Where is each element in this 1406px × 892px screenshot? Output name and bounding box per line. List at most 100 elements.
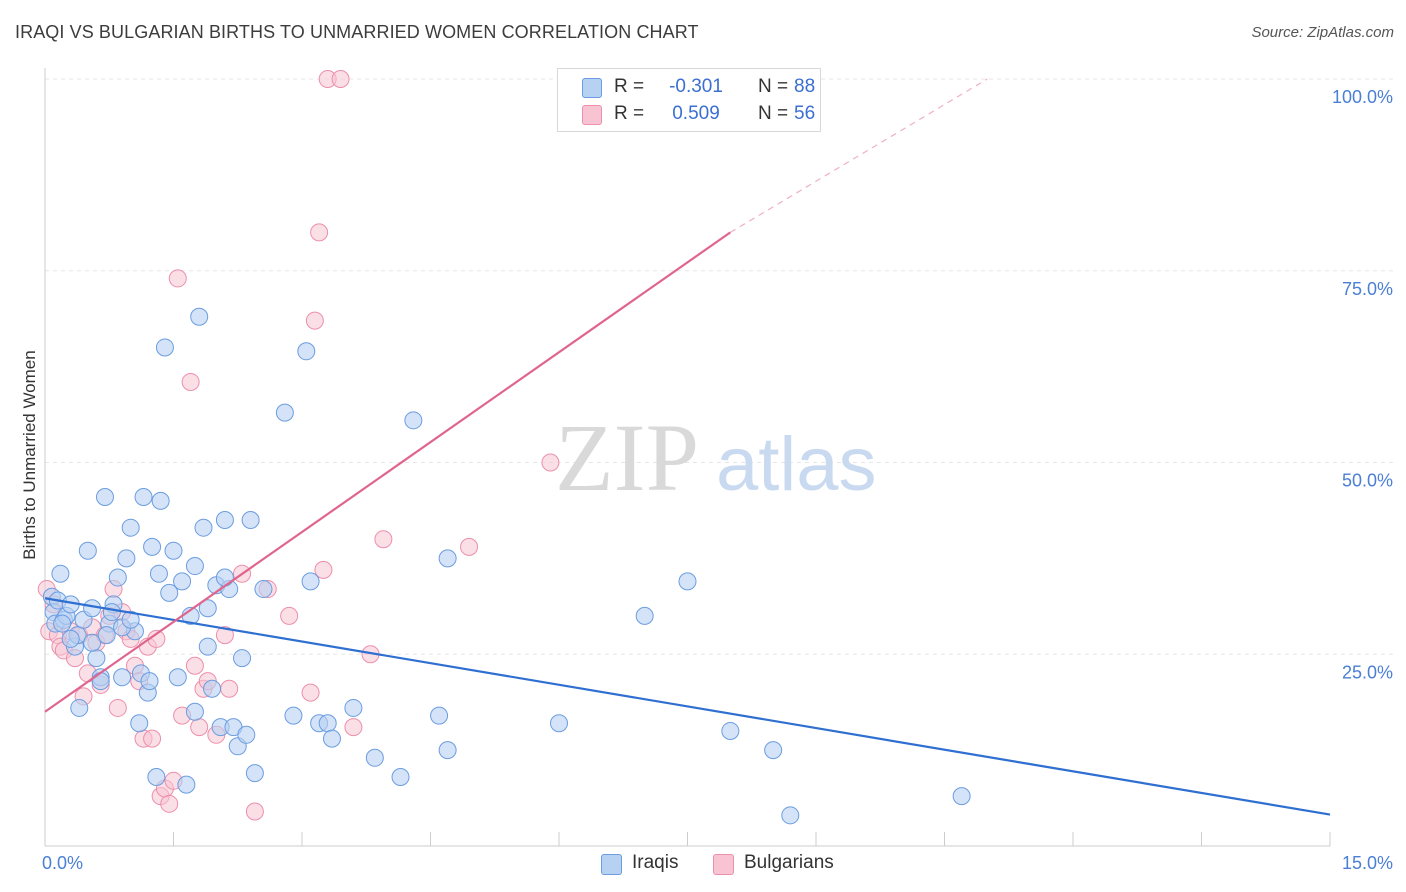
iraqi-point xyxy=(764,741,783,760)
bulgarian-point xyxy=(220,679,239,698)
iraqi-point xyxy=(241,511,260,530)
iraqi-point xyxy=(87,649,106,668)
bulgarian-point xyxy=(160,794,179,813)
iraqi-point xyxy=(61,629,80,648)
iraqi-trend-line xyxy=(44,597,1331,816)
iraqi-point xyxy=(147,767,166,786)
iraqi-point xyxy=(168,668,187,687)
iraqi-point xyxy=(721,721,740,740)
iraqi-point xyxy=(149,564,168,583)
bulgarian-swatch xyxy=(582,105,602,125)
y-tick-label: 25.0% xyxy=(1342,662,1393,682)
bulgarian-points xyxy=(37,70,560,821)
iraqi-point xyxy=(301,572,320,591)
iraqi-point xyxy=(203,679,222,698)
iraqi-point xyxy=(438,549,457,568)
bulgarian-point xyxy=(190,718,209,737)
iraqi-point xyxy=(151,491,170,510)
r-value: -0.301 xyxy=(669,76,723,97)
iraqi-point xyxy=(155,338,174,357)
y-tick-label: 75.0% xyxy=(1342,279,1393,299)
stats-legend: R = -0.301 N = 88 R = 0.509 N = 56 xyxy=(557,68,821,132)
iraqi-point xyxy=(245,764,264,783)
iraqi-point xyxy=(438,741,457,760)
iraqi-point xyxy=(121,610,140,629)
iraqi-point xyxy=(121,518,140,537)
iraqi-point xyxy=(95,488,114,507)
y-tick-label: 100.0% xyxy=(1332,87,1393,107)
iraqi-point xyxy=(97,626,116,645)
iraqi-point xyxy=(113,668,132,687)
iraqi-point xyxy=(678,572,697,591)
axes xyxy=(44,68,1331,847)
iraqi-point xyxy=(322,729,341,748)
iraqi-point xyxy=(143,537,162,556)
iraqi-point xyxy=(344,698,363,717)
iraqi-point xyxy=(404,411,423,430)
source-credit: Source: ZipAtlas.com xyxy=(1251,24,1394,41)
n-label: N = xyxy=(758,76,789,97)
iraqi-point xyxy=(781,806,800,825)
bulgarian-point xyxy=(374,530,393,549)
iraqi-swatch xyxy=(601,854,622,875)
iraqi-point xyxy=(164,541,183,560)
bulgarian-point xyxy=(181,372,200,391)
bulgarian-point xyxy=(245,802,264,821)
iraqi-point xyxy=(117,549,136,568)
bulgarian-trend-line xyxy=(44,231,731,713)
iraqi-point xyxy=(275,403,294,422)
iraqi-point xyxy=(194,518,213,537)
bulgarian-point xyxy=(331,70,350,88)
iraqi-point xyxy=(91,672,110,691)
iraqi-point xyxy=(51,564,70,583)
iraqi-point xyxy=(237,725,256,744)
bulgarian-point xyxy=(168,269,187,288)
y-tick-label: 50.0% xyxy=(1342,471,1393,491)
iraqi-point xyxy=(550,714,568,733)
iraqi-point xyxy=(102,603,121,622)
bulgarian-point xyxy=(541,453,560,472)
iraqi-point xyxy=(177,775,196,794)
iraqi-point xyxy=(185,557,204,576)
r-label: R = xyxy=(614,103,645,124)
iraqi-point xyxy=(391,767,410,786)
iraqi-points xyxy=(42,307,971,825)
iraqi-point xyxy=(215,511,234,530)
n-value: 88 xyxy=(794,76,816,97)
bulgarian-point xyxy=(301,683,320,702)
iraqi-point xyxy=(160,583,179,602)
iraqi-point xyxy=(365,748,384,767)
legend-label: Bulgarians xyxy=(744,852,834,873)
iraqi-point xyxy=(198,599,217,618)
trend-lines xyxy=(44,78,1331,816)
legend-label: Iraqis xyxy=(632,852,679,873)
bulgarian-point xyxy=(314,560,333,579)
bulgarian-point xyxy=(143,729,162,748)
iraqi-point xyxy=(430,706,449,725)
iraqi-point xyxy=(215,568,234,587)
iraqi-swatch xyxy=(582,78,602,98)
bulgarian-point xyxy=(280,606,299,625)
r-label: R = xyxy=(614,76,645,97)
iraqi-point xyxy=(190,307,209,326)
bulgarian-point xyxy=(344,718,363,737)
bulgarian-point xyxy=(185,656,204,675)
iraqi-point xyxy=(254,580,273,599)
iraqi-point xyxy=(130,714,149,733)
iraqi-point xyxy=(53,614,72,633)
iraqi-point xyxy=(952,787,971,806)
iraqi-point xyxy=(318,714,337,733)
iraqi-point xyxy=(70,698,89,717)
bulgarian-point xyxy=(108,698,127,717)
bulgarian-point xyxy=(460,537,479,556)
iraqi-point xyxy=(233,649,252,668)
iraqi-point xyxy=(78,541,97,560)
x-tick-label: 0.0% xyxy=(42,853,83,873)
n-label: N = xyxy=(758,103,789,124)
n-value: 56 xyxy=(794,103,816,124)
iraqi-point xyxy=(134,488,153,507)
watermark-atlas: atlas xyxy=(716,422,877,507)
chart-title: IRAQI VS BULGARIAN BIRTHS TO UNMARRIED W… xyxy=(15,22,699,42)
bulgarian-swatch xyxy=(713,854,734,875)
